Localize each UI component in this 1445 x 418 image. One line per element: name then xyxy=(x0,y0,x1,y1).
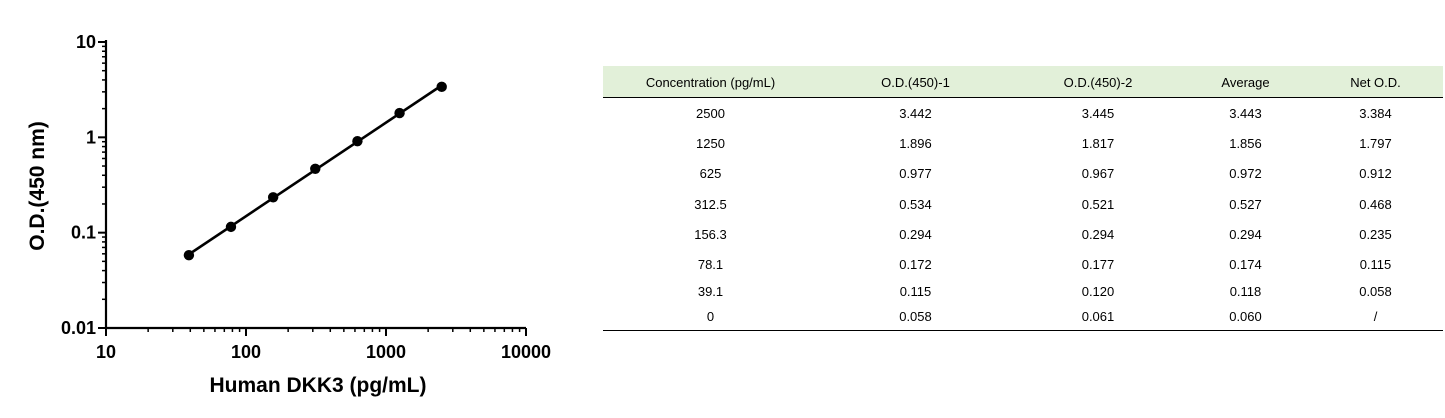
chart-tick-labels: 10 100 1000 10000 0.01 0.1 1 10 xyxy=(61,32,551,362)
data-point xyxy=(225,221,237,233)
chart-ticks xyxy=(98,41,527,336)
cell-od1: 0.058 xyxy=(818,303,1013,331)
table-row: 156.3 0.294 0.294 0.294 0.235 xyxy=(603,219,1443,249)
cell-net-od: 3.384 xyxy=(1359,105,1392,121)
cell-od1: 0.294 xyxy=(899,226,932,242)
cell-od2: 0.061 xyxy=(1013,303,1183,331)
cell-average: 0.294 xyxy=(1229,226,1262,242)
cell-od1: 0.115 xyxy=(899,284,932,300)
cell-net-od: 1.797 xyxy=(1359,135,1392,151)
cell-net-od: / xyxy=(1308,303,1443,331)
x-tick-label: 1000 xyxy=(366,342,406,362)
standard-curve-chart: 10 100 1000 10000 0.01 0.1 1 10 Human DKK3 (pg/… xyxy=(26,32,551,397)
cell-net-od: 0.912 xyxy=(1359,166,1392,182)
cell-net-od: 0.468 xyxy=(1359,196,1392,212)
cell-concentration: 1250 xyxy=(696,135,725,151)
header-concentration: Concentration (pg/mL) xyxy=(603,66,818,98)
data-point xyxy=(352,135,363,147)
header-net-od: Net O.D. xyxy=(1308,66,1443,98)
header-od2: O.D.(450)-2 xyxy=(1013,66,1183,98)
od-data-table: Concentration (pg/mL) O.D.(450)-1 O.D.(4… xyxy=(603,66,1443,331)
table-row: 78.1 0.172 0.177 0.174 0.115 xyxy=(603,249,1443,279)
x-tick-label: 100 xyxy=(231,342,261,362)
cell-od1: 0.977 xyxy=(899,166,932,182)
chart-series xyxy=(183,81,447,261)
cell-od1: 0.172 xyxy=(899,257,932,273)
table-body: 2500 3.442 3.445 3.443 3.384 1250 1.896 1.817 1.… xyxy=(603,98,1443,331)
x-tick-label: 10 xyxy=(96,342,116,362)
cell-concentration: 156.3 xyxy=(694,226,727,242)
data-point xyxy=(310,163,321,174)
table-row: 312.5 0.534 0.521 0.527 0.468 xyxy=(603,189,1443,219)
cell-average: 0.118 xyxy=(1229,284,1262,300)
cell-concentration: 312.5 xyxy=(694,196,727,212)
cell-average: 0.060 xyxy=(1183,303,1308,331)
data-point xyxy=(267,192,279,203)
x-axis-title: Human DKK3 (pg/mL) xyxy=(210,374,427,397)
cell-od1: 0.534 xyxy=(899,196,932,212)
cell-net-od: 0.058 xyxy=(1359,284,1392,300)
cell-average: 0.527 xyxy=(1229,196,1262,212)
cell-od1: 1.896 xyxy=(899,135,932,151)
cell-average: 1.856 xyxy=(1229,135,1262,151)
cell-average: 0.174 xyxy=(1229,257,1262,273)
cell-od2: 1.817 xyxy=(1081,135,1115,151)
y-tick-label: 10 xyxy=(76,32,96,52)
cell-concentration: 78.1 xyxy=(697,257,724,273)
cell-average: 3.443 xyxy=(1229,105,1262,121)
table-header-row: Concentration (pg/mL) O.D.(450)-1 O.D.(4… xyxy=(603,66,1443,98)
table-row: 39.1 0.115 0.120 0.118 0.058 xyxy=(603,280,1443,304)
cell-od2: 0.294 xyxy=(1081,226,1115,242)
cell-od2: 0.120 xyxy=(1081,284,1115,300)
chart-axes xyxy=(104,40,526,330)
y-tick-label: 0.01 xyxy=(61,318,96,338)
table-row: 0 0.058 0.061 0.060/ xyxy=(603,303,1443,331)
y-tick-label: 1 xyxy=(86,127,96,147)
cell-average: 0.972 xyxy=(1229,166,1262,182)
cell-od2: 0.967 xyxy=(1081,166,1115,182)
y-tick-label: 0.1 xyxy=(71,223,96,243)
data-point xyxy=(394,107,405,119)
header-average: Average xyxy=(1183,66,1308,98)
cell-od2: 0.177 xyxy=(1081,257,1115,273)
x-tick-label: 10000 xyxy=(501,342,551,362)
cell-od2: 0.521 xyxy=(1081,196,1115,212)
cell-concentration: 39.1 xyxy=(697,284,724,300)
cell-concentration: 2500 xyxy=(696,105,725,121)
table-row: 2500 3.442 3.445 3.443 3.384 xyxy=(603,98,1443,129)
table-row: 625 0.977 0.967 0.972 0.912 xyxy=(603,159,1443,189)
cell-concentration: 0 xyxy=(603,303,818,331)
cell-od1: 3.442 xyxy=(899,105,932,121)
header-od1: O.D.(450)-1 xyxy=(818,66,1013,98)
y-axis-title: O.D.(450 nm) xyxy=(26,121,49,251)
data-point xyxy=(436,81,447,93)
od-data-table-container: Concentration (pg/mL) O.D.(450)-1 O.D.(4… xyxy=(603,66,1443,331)
cell-concentration: 625 xyxy=(699,166,722,182)
cell-od2: 3.445 xyxy=(1081,105,1115,121)
table-row: 1250 1.896 1.817 1.856 1.797 xyxy=(603,128,1443,158)
cell-net-od: 0.115 xyxy=(1359,257,1392,273)
cell-net-od: 0.235 xyxy=(1359,226,1392,242)
data-point xyxy=(183,250,195,261)
